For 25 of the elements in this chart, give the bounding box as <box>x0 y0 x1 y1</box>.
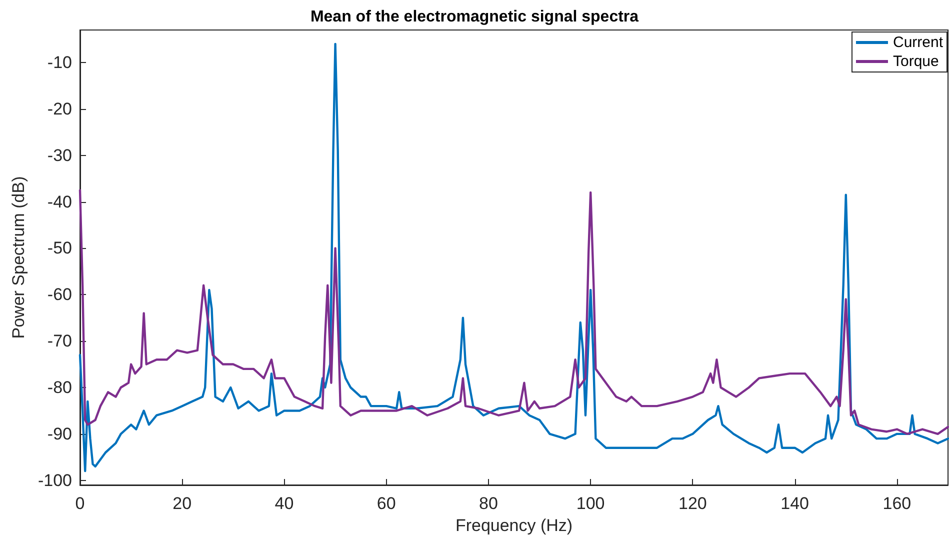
x-tick-label: 60 <box>376 494 396 513</box>
y-tick-label: -30 <box>47 146 72 165</box>
y-tick-label: -100 <box>38 470 72 490</box>
chart-title: Mean of the electromagnetic signal spectra <box>310 8 639 26</box>
y-tick-label: -10 <box>47 53 72 72</box>
y-tick-label: -70 <box>47 332 72 351</box>
x-tick-label: 140 <box>780 494 810 513</box>
x-tick-label: 40 <box>274 494 294 513</box>
y-tick-label: -40 <box>47 192 72 212</box>
x-tick-label: 160 <box>882 494 912 513</box>
y-tick-label: -60 <box>47 285 72 304</box>
legend-label: Torque <box>892 53 939 70</box>
line-series <box>78 189 949 436</box>
legend-label: Current <box>892 34 944 51</box>
x-axis-title: Frequency (Hz) <box>455 516 573 535</box>
x-tick-label: 120 <box>678 494 707 513</box>
y-tick-label: -90 <box>47 424 72 444</box>
y-tick-label: -80 <box>47 378 72 397</box>
x-tick-label: 100 <box>576 494 605 513</box>
x-tick-label: 20 <box>172 494 192 513</box>
y-tick-label: -50 <box>47 238 72 258</box>
y-axis-title: Power Spectrum (dB) <box>9 176 28 339</box>
y-tick-label: -20 <box>47 99 72 118</box>
x-tick-label: 0 <box>75 494 85 513</box>
x-tick-label: 80 <box>479 494 498 513</box>
